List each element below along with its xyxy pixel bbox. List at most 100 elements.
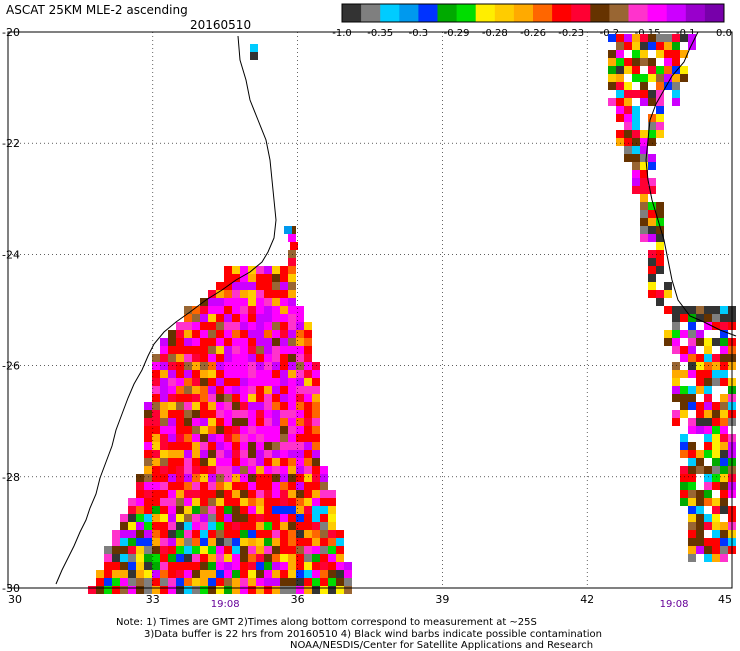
data-cell [712,306,720,314]
data-cell [224,506,232,514]
data-cell [296,562,304,570]
data-cell [720,346,728,354]
data-cell [688,386,696,394]
data-cell [328,498,336,506]
data-cell [288,554,296,562]
data-cell [640,202,648,210]
data-cell [336,530,344,538]
data-cell [240,362,248,370]
data-cell [208,466,216,474]
data-cell [672,50,680,58]
data-cell [696,362,704,370]
data-cell [280,378,288,386]
legend-swatch [399,4,419,22]
data-cell [144,498,152,506]
data-cell [208,530,216,538]
color-legend: -1.0 -0.35 -0.3 -0.29 -0.28 -0.26 -0.23 -0.2 -0.… [332,3,732,39]
data-cell [240,458,248,466]
data-cell [712,370,720,378]
data-cell [128,570,136,578]
data-cell [208,394,216,402]
data-cell [672,394,680,402]
data-cell [272,290,280,298]
map-date: 20160510 [190,18,252,32]
data-cell [144,450,152,458]
data-cell [232,314,240,322]
data-cell [272,450,280,458]
data-cell [168,498,176,506]
data-cell [152,514,160,522]
data-cell [120,562,128,570]
data-cell [208,498,216,506]
data-cell [176,434,184,442]
data-cell [200,498,208,506]
data-cell [184,466,192,474]
data-cell [216,506,224,514]
data-cell [192,314,200,322]
data-cell [304,570,312,578]
data-cell [152,522,160,530]
data-cell [632,58,640,66]
data-cell [168,586,176,594]
data-cell [248,362,256,370]
data-cell [104,586,112,594]
data-cell [184,450,192,458]
data-cell [696,426,704,434]
coastline [55,31,737,585]
data-cell [168,330,176,338]
data-cell [696,466,704,474]
swath-map: 30 33 36 39 42 45-20-22-24-26-28-30 19:08 19:0… [2,26,737,610]
data-cell [224,538,232,546]
data-cell [304,490,312,498]
data-cell [720,522,728,530]
data-cell [200,386,208,394]
data-cell [304,522,312,530]
data-cell [648,274,656,282]
data-cell [184,378,192,386]
data-cell [232,402,240,410]
data-cell [232,370,240,378]
data-cell [216,346,224,354]
data-cell [696,458,704,466]
data-cell [120,522,128,530]
data-cell [208,418,216,426]
data-cell [256,370,264,378]
data-cell [208,362,216,370]
data-cell [312,538,320,546]
data-cell [280,282,288,290]
data-cell [272,354,280,362]
data-cell [656,66,664,74]
data-cell [648,58,656,66]
data-cell [216,282,224,290]
data-cell [328,578,336,586]
data-cell [256,298,264,306]
data-cell [224,498,232,506]
data-cell [272,562,280,570]
data-cell [680,74,688,82]
data-cell [272,314,280,322]
data-cell [312,578,320,586]
data-cell [128,538,136,546]
data-cell [120,546,128,554]
data-cell [160,562,168,570]
data-cell [304,538,312,546]
data-cell [152,490,160,498]
data-cell [704,514,712,522]
data-cell [688,442,696,450]
data-cell [304,338,312,346]
data-cell [168,546,176,554]
data-cell [240,530,248,538]
data-cell [176,546,184,554]
data-cells [88,34,736,594]
data-cell [136,578,144,586]
data-cell [232,466,240,474]
data-cell [280,506,288,514]
data-cell [152,482,160,490]
data-cell [216,498,224,506]
data-cell [208,322,216,330]
data-cell [696,490,704,498]
data-cell [152,578,160,586]
data-cell [200,514,208,522]
data-cell [624,114,632,122]
data-cell [704,354,712,362]
